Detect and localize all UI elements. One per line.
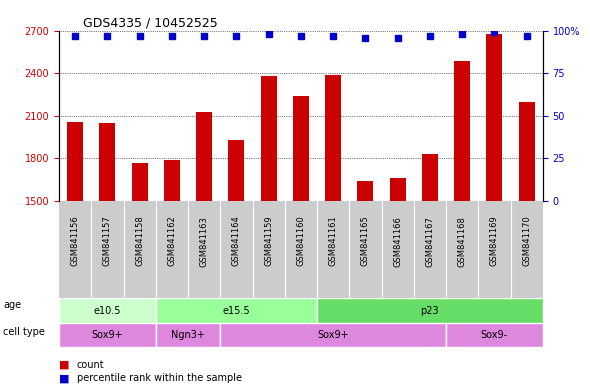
Text: Sox9-: Sox9- <box>481 330 508 340</box>
Text: ■: ■ <box>59 360 70 370</box>
Text: e10.5: e10.5 <box>94 306 121 316</box>
Text: Ngn3+: Ngn3+ <box>171 330 205 340</box>
Bar <box>358 181 373 201</box>
Text: GSM841161: GSM841161 <box>329 216 337 266</box>
Bar <box>59 323 156 347</box>
Text: percentile rank within the sample: percentile rank within the sample <box>77 373 242 383</box>
Bar <box>220 323 446 347</box>
Text: GDS4335 / 10452525: GDS4335 / 10452525 <box>83 17 218 30</box>
Text: GSM841169: GSM841169 <box>490 216 499 266</box>
Text: e15.5: e15.5 <box>222 306 250 316</box>
Bar <box>325 75 341 201</box>
Text: GSM841165: GSM841165 <box>361 216 370 266</box>
Bar <box>67 122 83 201</box>
Text: GSM841159: GSM841159 <box>264 216 273 266</box>
Bar <box>389 179 406 201</box>
Text: Sox9+: Sox9+ <box>317 330 349 340</box>
Text: GSM841163: GSM841163 <box>199 216 209 266</box>
Bar <box>519 102 535 201</box>
Bar <box>317 298 543 323</box>
Text: count: count <box>77 360 104 370</box>
Bar <box>261 76 277 201</box>
Text: GSM841166: GSM841166 <box>393 216 402 266</box>
Text: GSM841167: GSM841167 <box>425 216 434 266</box>
Bar <box>59 298 156 323</box>
Bar <box>422 154 438 201</box>
Bar <box>293 96 309 201</box>
Text: age: age <box>3 300 21 310</box>
Bar <box>486 33 503 201</box>
Bar <box>164 160 180 201</box>
Text: GSM841158: GSM841158 <box>135 216 144 266</box>
Bar <box>99 123 116 201</box>
Text: GSM841160: GSM841160 <box>296 216 306 266</box>
Text: GSM841162: GSM841162 <box>168 216 176 266</box>
Bar <box>196 112 212 201</box>
Text: GSM841168: GSM841168 <box>458 216 467 266</box>
Text: GSM841156: GSM841156 <box>71 216 80 266</box>
Text: ■: ■ <box>59 373 70 383</box>
Bar <box>454 61 470 201</box>
Bar <box>156 323 220 347</box>
Text: GSM841170: GSM841170 <box>522 216 531 266</box>
Text: GSM841164: GSM841164 <box>232 216 241 266</box>
Text: Sox9+: Sox9+ <box>91 330 123 340</box>
Text: GSM841157: GSM841157 <box>103 216 112 266</box>
Text: cell type: cell type <box>3 327 45 337</box>
Text: p23: p23 <box>421 306 439 316</box>
Bar <box>446 323 543 347</box>
Bar <box>228 140 244 201</box>
Bar <box>156 298 317 323</box>
Bar <box>132 163 148 201</box>
